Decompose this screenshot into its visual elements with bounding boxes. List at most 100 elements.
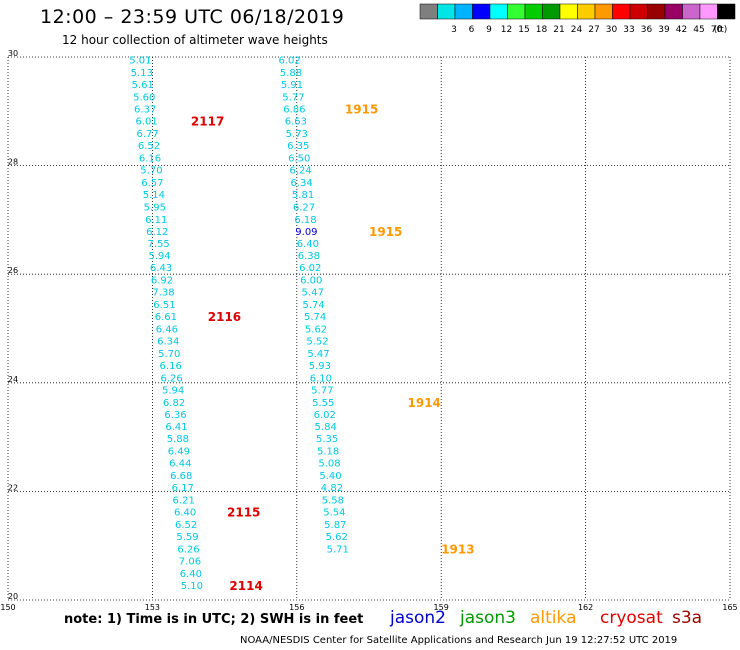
mission-jason3: jason3	[460, 608, 516, 628]
pass-time-label: 1915	[345, 103, 378, 117]
wave-height-value: 5.13	[131, 68, 153, 79]
wave-height-value: 5.47	[302, 288, 324, 299]
wave-height-value: 5.91	[281, 80, 303, 91]
pass-time-label: 2115	[227, 505, 260, 519]
wave-height-value: 5.94	[148, 251, 170, 262]
wave-height-value: 5.55	[312, 398, 334, 409]
pass-time-label: 1915	[369, 225, 402, 239]
wave-height-value: 6.40	[180, 569, 202, 580]
wave-height-value: 5.81	[292, 190, 314, 201]
wave-height-value: 6.52	[175, 520, 197, 531]
wave-height-value: 6.34	[157, 336, 179, 347]
legend-tick-label: 39	[658, 25, 670, 35]
pass-time-label: 2116	[208, 310, 241, 324]
wave-height-value: 7.06	[179, 556, 201, 567]
wave-height-value: 5.74	[303, 300, 325, 311]
x-tick-label: 165	[722, 603, 737, 612]
y-tick-label: 22	[8, 483, 18, 492]
wave-height-value: 5.70	[140, 165, 162, 176]
wave-height-value: 6.77	[136, 129, 158, 140]
wave-height-value: 6.26	[161, 373, 183, 384]
legend-tick-label: 15	[518, 25, 529, 35]
wave-height-value: 6.02	[299, 263, 321, 274]
wave-height-value: 6.41	[165, 422, 187, 433]
legend-tick-label: 3	[451, 25, 457, 35]
wave-height-value: 5.77	[311, 385, 333, 396]
x-tick-label: 150	[0, 603, 15, 612]
x-tick-label: 153	[145, 603, 160, 612]
wave-height-value: 6.34	[290, 178, 312, 189]
wave-height-value: 5.59	[176, 532, 198, 543]
y-tick-label: 20	[8, 592, 18, 601]
x-tick-label: 156	[289, 603, 304, 612]
legend-tick-label: 18	[536, 25, 548, 35]
wave-height-value: 5.61	[132, 80, 154, 91]
chart-plot: 150 153 156 159 162 1652022242628305.015.135.…	[0, 49, 737, 612]
color-legend: 3 6 9 12 15 18 21 24 27 30 33 36 39 42 45 70(ft)	[419, 3, 736, 35]
wave-height-value: 6.18	[294, 215, 316, 226]
wave-height-value: 6.24	[290, 165, 312, 176]
page-subtitle: 12 hour collection of altimeter wave hei…	[62, 33, 328, 47]
wave-height-value: 6.17	[172, 483, 194, 494]
wave-height-value: 5.58	[322, 496, 344, 507]
legend-swatch	[717, 3, 736, 20]
wave-height-value: 6.16	[160, 361, 182, 372]
wave-height-value: 6.92	[151, 276, 173, 287]
footer-credit: NOAA/NESDIS Center for Satellite Applica…	[240, 635, 678, 646]
legend-tick-label: 33	[623, 25, 634, 35]
wave-height-value: 5.62	[305, 325, 327, 336]
wave-height-value: 5.62	[326, 532, 348, 543]
legend-tick-label: 27	[588, 25, 599, 35]
wave-height-value: 5.84	[315, 422, 337, 433]
legend-tick-label: 45	[693, 25, 704, 35]
wave-height-value: 6.44	[169, 459, 191, 470]
wave-height-value: 6.86	[283, 105, 305, 116]
mission-cryosat: cryosat	[600, 608, 663, 628]
wave-height-value: 6.37	[134, 105, 156, 116]
mission-jason2: jason2	[390, 608, 446, 628]
y-tick-label: 30	[8, 49, 18, 58]
wave-height-value: 6.40	[297, 239, 319, 250]
wave-height-value: 5.70	[158, 349, 180, 360]
wave-height-value: 6.82	[163, 398, 185, 409]
legend-tick-label: 30	[606, 25, 618, 35]
legend-tick-label: 36	[641, 25, 653, 35]
wave-height-value: 6.46	[156, 325, 178, 336]
wave-height-value: 6.01	[135, 117, 157, 128]
wave-height-value: 5.93	[309, 361, 331, 372]
x-tick-label: 162	[578, 603, 593, 612]
wave-height-value: 4.82	[321, 483, 343, 494]
wave-height-value: 5.94	[162, 385, 184, 396]
wave-height-value: 6.50	[288, 153, 310, 164]
wave-height-value: 6.10	[310, 373, 332, 384]
wave-height-value: 5.74	[304, 312, 326, 323]
legend-tick-label: 42	[676, 25, 687, 35]
wave-height-value: 5.14	[143, 190, 165, 201]
wave-height-value: 6.57	[141, 178, 163, 189]
wave-height-value: 5.88	[280, 68, 302, 79]
wave-height-value: 6.26	[177, 544, 199, 555]
mission-altika: altika	[530, 608, 577, 628]
legend-tick-label: 70	[711, 25, 723, 35]
legend-tick-label: 9	[486, 25, 492, 35]
wave-height-value: 6.61	[155, 312, 177, 323]
pass-time-label: 2117	[191, 115, 224, 129]
wave-height-value: 6.12	[146, 227, 168, 238]
wave-height-value: 5.95	[144, 202, 166, 213]
wave-height-value: 7.55	[148, 239, 170, 250]
y-tick-label: 24	[8, 375, 18, 384]
wave-height-value: 6.68	[170, 471, 192, 482]
x-tick-label: 159	[434, 603, 449, 612]
mission-s3a: s3a	[672, 608, 703, 628]
wave-height-value: 5.73	[286, 129, 308, 140]
wave-height-value: 6.43	[150, 263, 172, 274]
wave-height-value: 6.00	[300, 276, 322, 287]
wave-height-value: 9.09	[295, 227, 317, 238]
legend-tick-label: 21	[553, 25, 564, 35]
wave-height-value: 6.21	[173, 496, 195, 507]
wave-height-value: 6.49	[168, 447, 190, 458]
wave-height-value: 5.01	[129, 56, 151, 67]
wave-height-value: 6.11	[145, 215, 167, 226]
wave-height-value: 6.51	[153, 300, 175, 311]
